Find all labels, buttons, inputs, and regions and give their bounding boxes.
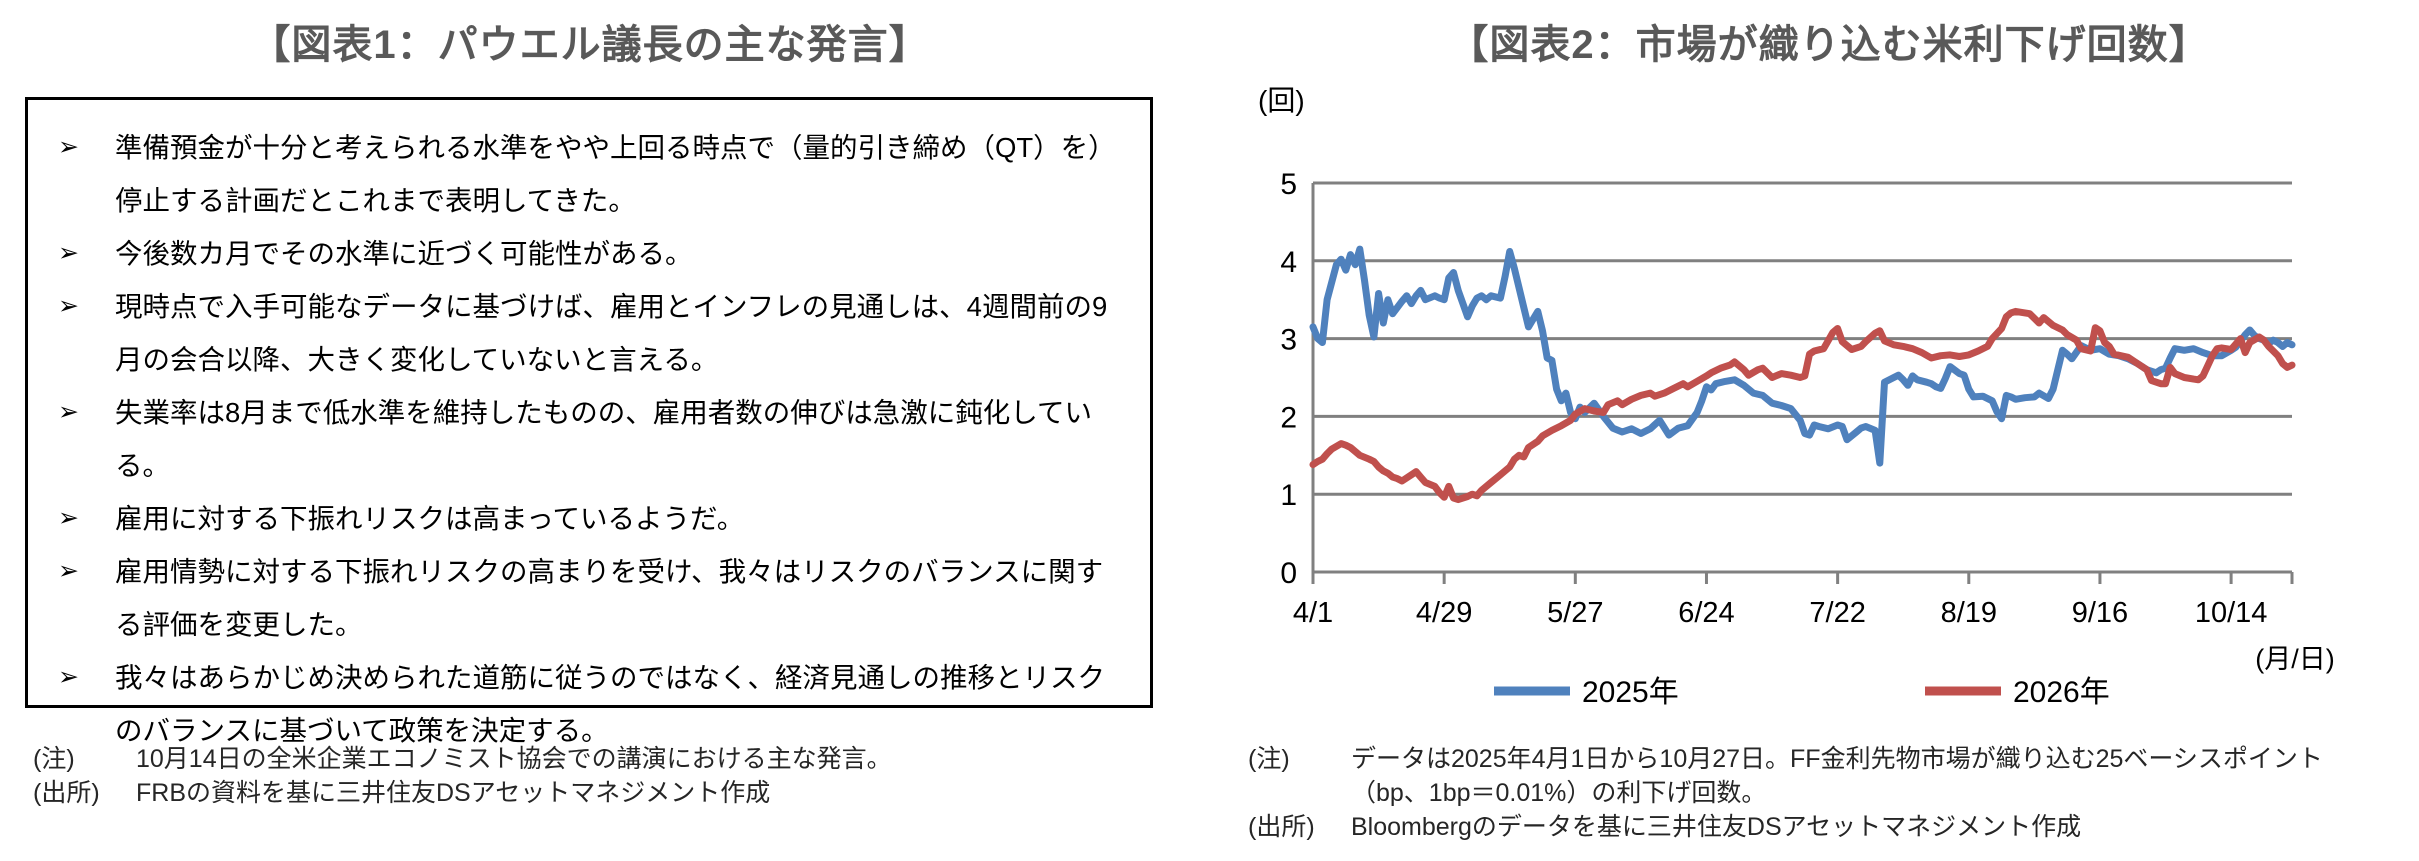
legend-label-2026年: 2026年 <box>2013 676 2110 709</box>
x-tick-label: 4/29 <box>1416 597 1472 629</box>
arrow-bullet-icon: ➢ <box>58 504 79 532</box>
y-tick-label: 1 <box>1280 479 1297 512</box>
series-line-2026年 <box>1309 307 2296 504</box>
y-tick-label: 4 <box>1280 246 1297 279</box>
powell-statements-box: ➢ 準備預金が十分と考えられる水準をやや上回る時点で（量的引き締め（QT）を）停止… <box>25 97 1153 746</box>
note-text: データは2025年4月1日から10月27日。FF金利先物市場が織り込む25ベーシ… <box>1351 745 2323 807</box>
note-label: (出所) <box>1248 813 1315 841</box>
note-row: (出所) FRBの資料を基に三井住友DSアセットマネジメント作成 <box>33 776 1173 810</box>
note-row: (出所) Bloombergのデータを基に三井住友DSアセットマネジメント作成 <box>1248 810 2413 844</box>
bullet-text: 失業率は8月まで低水準を維持したものの、雇用者数の伸びは急激に鈍化している。 <box>115 397 1092 481</box>
arrow-bullet-icon: ➢ <box>58 663 79 691</box>
y-tick-label: 3 <box>1280 324 1297 357</box>
x-tick-label: 6/24 <box>1678 597 1734 629</box>
note-label: (注) <box>1248 745 1290 773</box>
figure1-title: 【図表1：パウエル議長の主な発言】 <box>250 23 930 67</box>
y-tick-label: 2 <box>1280 401 1297 434</box>
note-label: (注) <box>33 745 75 773</box>
bullet-text: 雇用情勢に対する下振れリスクの高まりを受け、我々はリスクのバランスに関する評価を… <box>115 556 1104 640</box>
x-tick-label: 4/1 <box>1293 597 1333 629</box>
figure2-notes: (注) データは2025年4月1日から10月27日。FF金利先物市場が織り込む25… <box>1248 742 2413 844</box>
bullet-text: 雇用に対する下振れリスクは高まっているようだ。 <box>115 503 745 534</box>
y-axis-unit-label: (回) <box>1258 85 1305 116</box>
note-row: (注) データは2025年4月1日から10月27日。FF金利先物市場が織り込む25… <box>1248 742 2413 810</box>
series-line-2025年 <box>1309 245 2296 467</box>
rate-cut-chart: 0 1 2 3 4 5 4/1 4/29 5/27 6/24 7/22 8/19 9/16 10/14 (回… <box>1240 70 2360 715</box>
x-tick-label: 7/22 <box>1809 597 1865 629</box>
arrow-bullet-icon: ➢ <box>58 398 79 426</box>
bullet-item: ➢ 今後数カ月でその水準に近づく可能性がある。 <box>58 227 1124 280</box>
bullet-list: ➢ 準備預金が十分と考えられる水準をやや上回る時点で（量的引き締め（QT）を）停止… <box>58 121 1124 757</box>
x-tick-label: 5/27 <box>1547 597 1603 629</box>
note-label: (出所) <box>33 779 100 807</box>
arrow-bullet-icon: ➢ <box>58 239 79 267</box>
arrow-bullet-icon: ➢ <box>58 292 79 320</box>
bullet-item: ➢ 我々はあらかじめ決められた道筋に従うのではなく、経済見通しの推移とリスクのバラ… <box>58 651 1124 757</box>
note-text: 10月14日の全米企業エコノミスト協会での講演における主な発言。 <box>136 745 892 773</box>
x-tick-label: 10/14 <box>2195 597 2268 629</box>
y-tick-label: 0 <box>1280 557 1297 590</box>
bullet-item: ➢ 失業率は8月まで低水準を維持したものの、雇用者数の伸びは急激に鈍化している。 <box>58 386 1124 492</box>
legend-label-2025年: 2025年 <box>1582 676 1679 709</box>
x-axis-unit-label: (月/日) <box>2255 644 2334 674</box>
note-text: FRBの資料を基に三井住友DSアセットマネジメント作成 <box>136 779 771 807</box>
note-text: Bloombergのデータを基に三井住友DSアセットマネジメント作成 <box>1351 813 2082 841</box>
figure1-notes: (注) 10月14日の全米企業エコノミスト協会での講演における主な発言。 (出所) F… <box>33 742 1173 810</box>
arrow-bullet-icon: ➢ <box>58 133 79 161</box>
x-tick-label: 9/16 <box>2072 597 2128 629</box>
bullet-item: ➢ 雇用情勢に対する下振れリスクの高まりを受け、我々はリスクのバランスに関する評価… <box>58 545 1124 651</box>
bullet-item: ➢ 雇用に対する下振れリスクは高まっているようだ。 <box>58 492 1124 545</box>
bullet-text: 現時点で入手可能なデータに基づけば、雇用とインフレの見通しは、4週間前の9月の会… <box>115 291 1108 375</box>
bullet-text: 我々はあらかじめ決められた道筋に従うのではなく、経済見通しの推移とリスクのバラン… <box>115 662 1105 746</box>
bullet-item: ➢ 現時点で入手可能なデータに基づけば、雇用とインフレの見通しは、4週間前の9月の… <box>58 280 1124 386</box>
note-row: (注) 10月14日の全米企業エコノミスト協会での講演における主な発言。 <box>33 742 1173 776</box>
arrow-bullet-icon: ➢ <box>58 557 79 585</box>
y-tick-label: 5 <box>1280 168 1297 201</box>
bullet-text: 今後数カ月でその水準に近づく可能性がある。 <box>115 238 693 269</box>
x-tick-label: 8/19 <box>1941 597 1997 629</box>
figure2-title: 【図表2：市場が織り込む米利下げ回数】 <box>1448 23 2210 67</box>
bullet-item: ➢ 準備預金が十分と考えられる水準をやや上回る時点で（量的引き締め（QT）を）停止… <box>58 121 1124 227</box>
rate-cut-chart-svg: 0 1 2 3 4 5 4/1 4/29 5/27 6/24 7/22 8/19 9/16 10/14 (回… <box>1258 85 2335 709</box>
bullet-text: 準備預金が十分と考えられる水準をやや上回る時点で（量的引き締め（QT）を）停止す… <box>115 132 1116 216</box>
